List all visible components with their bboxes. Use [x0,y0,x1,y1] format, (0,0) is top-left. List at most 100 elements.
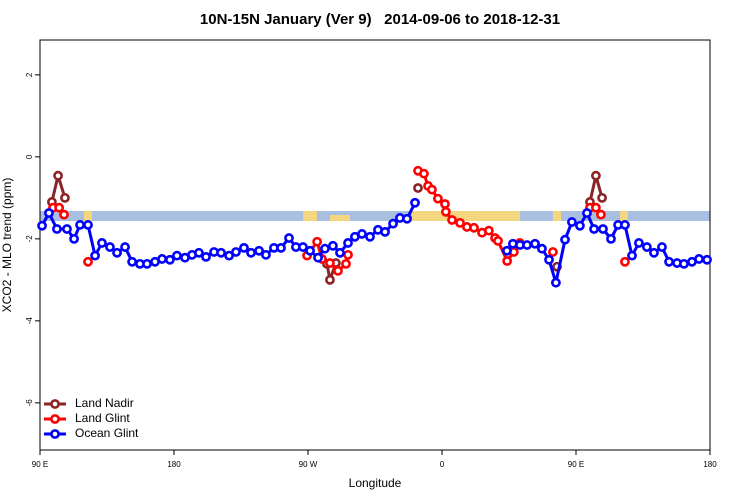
point [469,222,479,233]
point [620,220,630,230]
point [702,254,712,265]
point [582,208,592,218]
point [664,256,674,267]
point [493,235,503,246]
point [530,238,540,249]
point [591,170,601,181]
point [365,231,375,242]
land-strip [620,211,628,221]
point [83,256,93,267]
point [142,258,152,269]
point [433,193,443,204]
point [201,251,211,262]
x-tick-label: 90 W [299,460,318,469]
point [502,256,513,266]
point [333,265,343,276]
legend-marker [50,414,60,424]
point [522,240,532,250]
point [52,224,62,234]
point [254,245,264,256]
point [591,202,601,213]
legend-label: Ocean Glint [75,426,139,440]
point [62,224,72,234]
point [284,233,294,243]
land-strip [84,211,92,221]
y-tick-label: -2 [25,235,34,243]
land-strip [553,211,561,221]
y-tick-label: -6 [25,399,34,407]
plot-frame [39,39,711,451]
y-tick-label: 0 [25,154,34,159]
point [575,220,585,231]
point [83,220,93,230]
point [657,242,667,252]
point [679,258,689,269]
point [276,242,286,253]
land-strip [330,215,350,221]
point [343,249,353,260]
land-strip [303,211,317,221]
point [127,256,138,267]
legend-marker [50,399,60,409]
point [548,247,558,257]
point [157,254,167,264]
chart-title: 10N-15N January (Ver 9) 2014-09-06 to 20… [200,11,560,28]
point [598,224,608,234]
point [627,250,637,261]
point [341,258,351,269]
map-strip [40,211,710,221]
point [75,220,85,230]
point [589,224,599,234]
point [410,197,420,208]
point [239,242,249,253]
x-tick-label: 180 [703,460,717,469]
point [642,242,652,252]
point [694,254,704,264]
point [620,256,630,267]
point [597,192,607,203]
point [325,258,335,268]
legend-marker [50,429,60,439]
point [120,242,130,252]
point [649,247,659,258]
x-tick-label: 180 [167,460,181,469]
point [231,247,241,257]
point [441,206,451,217]
point [60,192,70,203]
point [483,225,494,236]
x-axis-label: Longitude [349,476,402,490]
point [357,229,367,239]
point [305,245,315,256]
point [413,183,423,193]
legend-item: Land Glint [44,411,130,425]
point [427,184,437,195]
point [502,245,512,256]
point [216,247,226,258]
point [112,247,122,258]
point [440,199,450,209]
point [328,240,338,251]
land-strip [412,211,520,221]
point [455,217,465,228]
point [69,233,79,244]
legend-item: Ocean Glint [44,426,139,440]
point [54,202,65,213]
point [544,254,554,265]
point [388,218,398,229]
x-tick-label: 90 E [32,460,48,469]
point [59,209,69,220]
y-tick-label: -4 [25,317,34,325]
point [105,242,115,252]
point [537,243,547,254]
point [320,243,330,254]
point [261,249,271,260]
point [37,220,47,231]
point [172,250,182,261]
point [343,238,353,248]
point [165,254,175,265]
point [313,252,323,263]
point [53,170,63,181]
point [335,247,345,258]
x-tick-label: 0 [440,460,445,469]
